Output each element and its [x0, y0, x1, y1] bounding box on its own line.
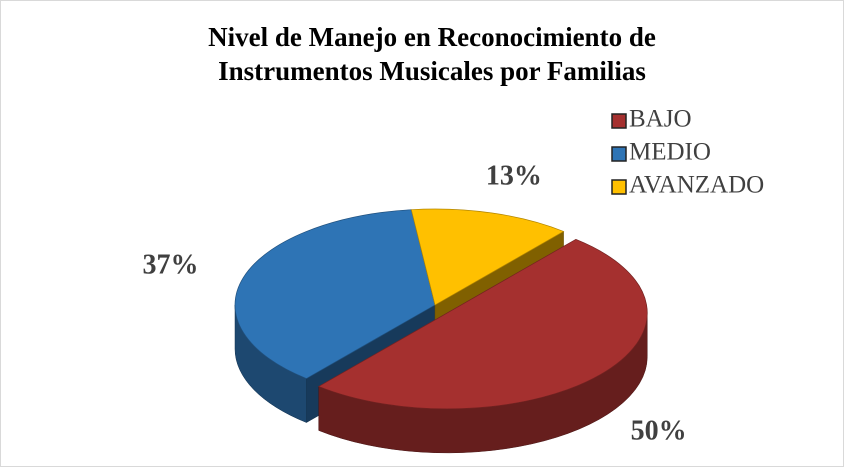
legend-label: MEDIO: [629, 139, 711, 166]
legend-swatch: [611, 179, 627, 195]
legend-label: AVANZADO: [629, 172, 764, 199]
data-label: 13%: [486, 160, 542, 191]
legend-label: BAJO: [629, 106, 692, 133]
data-label: 50%: [631, 416, 687, 447]
pie-slice: [234, 209, 436, 379]
legend-swatch: [611, 146, 627, 162]
legend-swatch: [611, 113, 627, 129]
pie-slice: [410, 208, 565, 306]
chart-title: Instrumentos Musicales por Familias: [218, 56, 646, 86]
chart-title: Nivel de Manejo en Reconocimiento de: [208, 22, 656, 52]
pie-slice: [317, 238, 648, 410]
data-label: 37%: [143, 250, 199, 281]
